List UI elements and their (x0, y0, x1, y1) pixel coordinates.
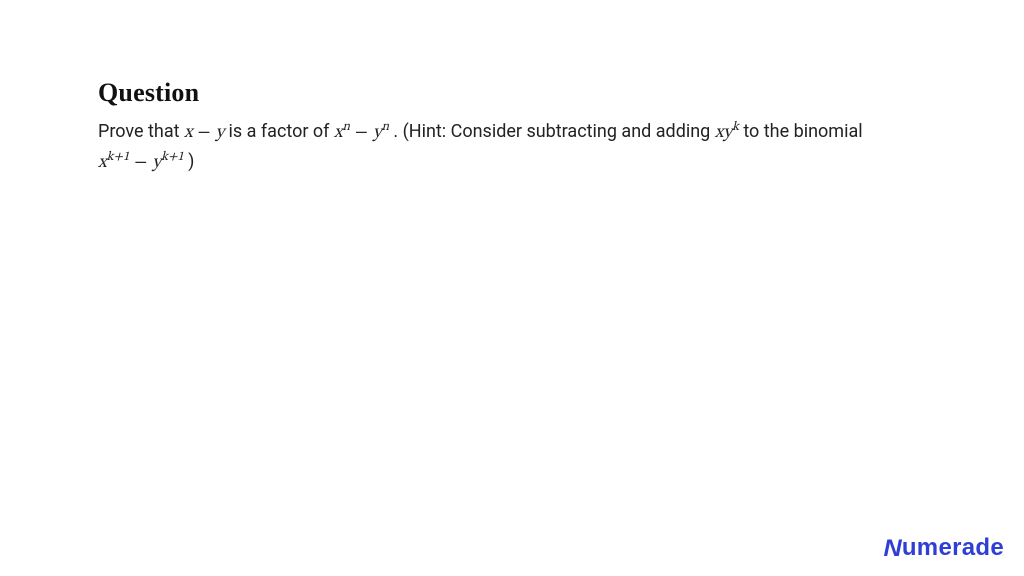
brand-logo: Numerade (884, 534, 1004, 562)
math-exponent-text: k+1 (107, 151, 130, 164)
math-var: y (152, 154, 161, 172)
math-var: y (373, 124, 382, 142)
math-var: x (184, 124, 193, 142)
text-segment: is a factor of (229, 121, 334, 142)
math-expression-xk1-minus-yk1: xk+1−yk+1 (98, 154, 188, 172)
math-var: y (723, 124, 732, 142)
math-var: x (98, 154, 107, 172)
brand-logo-rest: umerade (902, 534, 1004, 561)
math-exponent: n (382, 121, 389, 134)
math-exponent: k (732, 121, 739, 134)
math-expression-xn-minus-yn: xn−yn (334, 124, 393, 142)
math-var: x (334, 124, 343, 142)
math-exponent-text: k+1 (161, 151, 184, 164)
brand-logo-swash: N (884, 535, 903, 563)
math-exponent: k+1 (161, 151, 184, 164)
math-expression-x-minus-y: x−y (184, 124, 229, 142)
question-heading: Question (98, 78, 926, 108)
math-var: y (216, 124, 225, 142)
math-expression-xyk: xyk (715, 124, 744, 142)
math-operator: − (193, 124, 216, 142)
text-segment: to the binomial (743, 121, 862, 142)
text-segment: . (Hint: Consider subtracting and adding (393, 121, 714, 142)
math-operator: − (350, 124, 373, 142)
math-exponent: k+1 (107, 151, 130, 164)
text-segment: Prove that (98, 121, 184, 142)
question-text: Prove that x−y is a factor of xn−yn . (H… (98, 118, 926, 178)
question-block: Question Prove that x−y is a factor of x… (98, 78, 926, 178)
math-operator: − (129, 154, 152, 172)
text-segment: ) (188, 151, 194, 172)
math-exponent: n (343, 121, 350, 134)
